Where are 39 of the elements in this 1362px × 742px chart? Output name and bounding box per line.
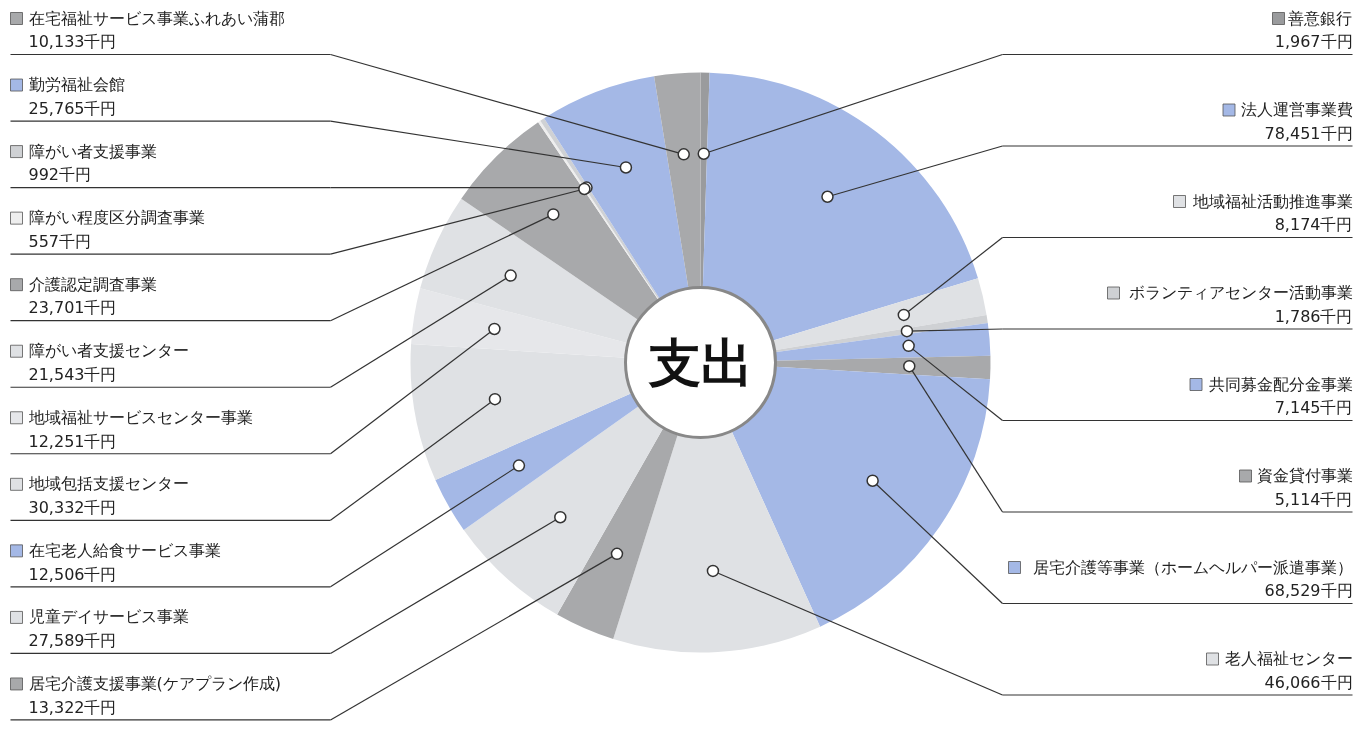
legend-label: ボランティアセンター活動事業 <box>1128 283 1353 302</box>
data-label: 27,589千円 <box>28 631 117 651</box>
legend-label: 老人福祉センター <box>1224 649 1353 668</box>
data-label: 10,133千円 <box>28 32 117 52</box>
data-label: 992千円 <box>28 165 92 185</box>
legend-label: 居宅介護支援事業(ケアプラン作成) <box>28 673 281 693</box>
legend-label: 法人運営事業費 <box>1240 100 1353 119</box>
data-label: 23,701千円 <box>28 298 117 318</box>
legend-label: 在宅福祉サービス事業ふれあい蒲郡 <box>28 8 285 28</box>
data-label: 68,529千円 <box>1264 581 1353 601</box>
data-label: 12,506千円 <box>28 564 117 584</box>
legend-label: 地域福祉サービスセンター事業 <box>27 407 253 427</box>
data-label: 25,765千円 <box>28 98 117 118</box>
legend-label: 介護認定調査事業 <box>28 274 157 294</box>
legend-label: 共同募金配分金事業 <box>1208 374 1353 394</box>
data-label: 46,066千円 <box>1264 672 1353 692</box>
legend-label: 善意銀行 <box>1288 8 1353 28</box>
legend-label: 地域福祉活動推進事業 <box>1191 191 1353 211</box>
legend-label: 地域包括支援センター <box>27 474 189 494</box>
data-label: 13,322千円 <box>28 697 117 717</box>
legend-label: 資金貸付事業 <box>1256 466 1353 485</box>
legend-label: 勤労福祉会館 <box>28 75 125 95</box>
legend-label: 在宅老人給食サービス事業 <box>28 540 221 560</box>
text: 支出 <box>647 332 753 393</box>
legend-label: 障がい程度区分調査事業 <box>28 208 205 228</box>
data-label: 8,174千円 <box>1274 215 1353 235</box>
data-label: 21,543千円 <box>28 364 117 384</box>
data-label: 7,145千円 <box>1274 398 1353 418</box>
data-label: 12,251千円 <box>28 431 117 451</box>
legend-label: 児童デイサービス事業 <box>28 607 189 627</box>
legend-label: 障がい者支援事業 <box>28 141 157 161</box>
data-label: 30,332千円 <box>28 498 117 518</box>
data-label: 557千円 <box>28 231 92 251</box>
legend-label: 障がい者支援センター <box>28 341 189 361</box>
data-label: 1,967千円 <box>1274 32 1353 52</box>
data-label: 1,786千円 <box>1274 306 1353 326</box>
data-label: 5,114千円 <box>1274 489 1353 509</box>
legend-label: 居宅介護等事業（ホームヘルパー派遣事業） <box>1032 557 1353 577</box>
data-label: 78,451千円 <box>1264 123 1353 143</box>
